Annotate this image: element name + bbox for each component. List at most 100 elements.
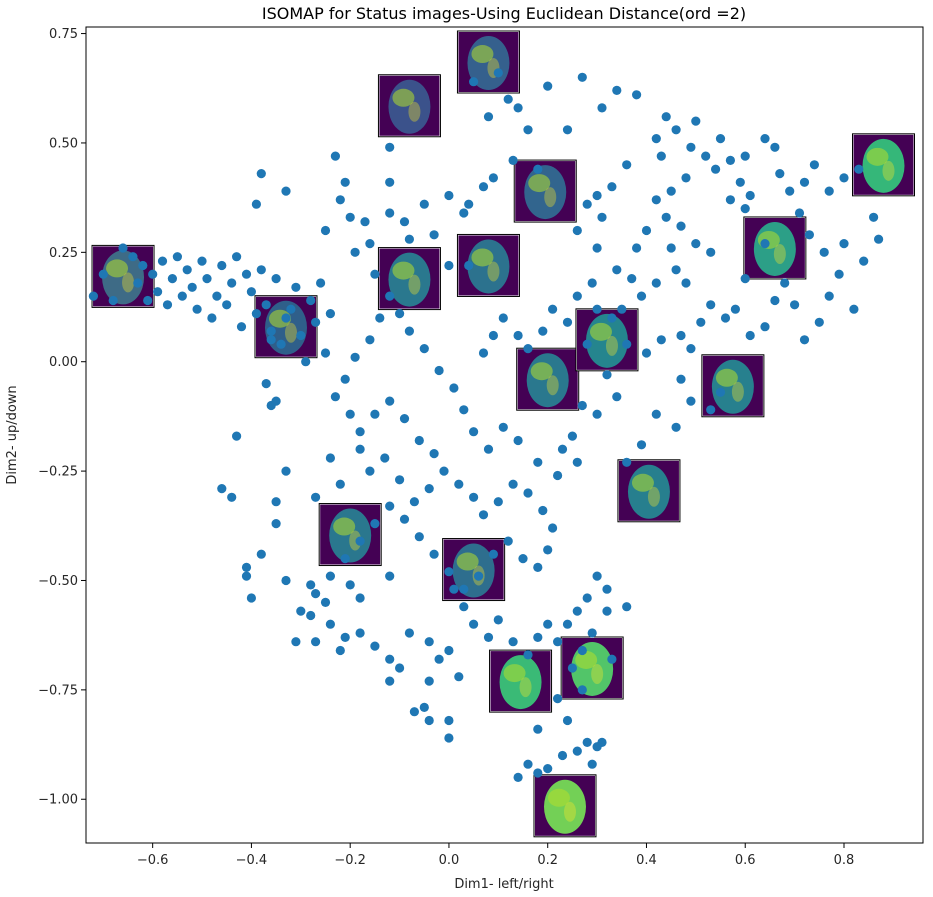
data-point	[419, 199, 429, 209]
data-point	[434, 365, 444, 376]
data-point	[577, 72, 587, 82]
data-point	[661, 212, 671, 222]
data-point	[286, 304, 296, 314]
data-point	[587, 628, 597, 638]
data-point	[261, 379, 271, 389]
data-point	[429, 230, 439, 240]
data-point	[281, 575, 291, 586]
data-point	[577, 685, 587, 695]
data-point	[439, 466, 449, 476]
x-tick-label: 0.2	[537, 853, 558, 868]
face-thumbnail	[743, 216, 807, 280]
data-point	[296, 606, 306, 616]
data-point	[395, 309, 405, 319]
data-point	[306, 610, 316, 621]
data-point	[236, 322, 247, 332]
data-point	[483, 444, 494, 454]
data-point	[533, 562, 543, 573]
data-point	[538, 326, 548, 336]
data-point	[251, 309, 261, 319]
data-point	[518, 554, 528, 564]
data-point	[454, 479, 464, 489]
data-point	[651, 134, 661, 144]
data-point	[266, 326, 276, 336]
data-point	[794, 208, 805, 218]
data-point	[256, 169, 266, 179]
data-point	[819, 247, 829, 257]
data-point	[592, 742, 602, 752]
data-point	[671, 265, 681, 275]
x-tick-label: 0.8	[834, 853, 855, 868]
data-point	[271, 396, 281, 406]
data-point	[513, 330, 523, 341]
data-point	[444, 260, 454, 271]
data-point	[350, 352, 360, 362]
data-point	[572, 225, 582, 236]
x-tick-label: −0.2	[334, 853, 366, 868]
data-point	[187, 282, 197, 292]
data-point	[533, 724, 543, 734]
data-point	[770, 295, 780, 306]
x-tick-label: 0.0	[439, 853, 460, 868]
data-point	[760, 134, 770, 144]
data-point	[632, 243, 642, 253]
data-point	[582, 593, 592, 603]
y-axis-label: Dim2- up/down	[5, 385, 20, 484]
data-point	[370, 519, 380, 529]
data-point	[715, 387, 726, 397]
data-point	[217, 260, 227, 271]
data-point	[335, 195, 345, 205]
data-point	[730, 304, 741, 314]
data-point	[587, 759, 597, 769]
data-point	[612, 85, 622, 95]
data-point	[360, 217, 370, 227]
data-point	[785, 186, 795, 196]
data-point	[696, 317, 706, 327]
data-point	[824, 186, 834, 196]
data-point	[513, 772, 523, 783]
data-point	[839, 239, 849, 249]
data-point	[607, 313, 617, 323]
data-point	[449, 584, 459, 594]
data-point	[553, 637, 563, 647]
data-point	[355, 628, 365, 638]
data-point	[572, 291, 582, 301]
y-tick-label: 0.00	[49, 355, 78, 370]
face-thumbnail	[513, 159, 577, 223]
data-point	[370, 269, 380, 279]
data-point	[256, 265, 266, 275]
data-point	[469, 619, 479, 629]
data-point	[834, 269, 844, 279]
data-point	[424, 637, 434, 647]
data-point	[562, 715, 573, 726]
data-point	[508, 155, 518, 165]
data-point	[488, 330, 498, 341]
data-point	[681, 278, 691, 288]
data-point	[676, 330, 686, 341]
data-point	[459, 405, 469, 415]
y-axis: 0.75 0.50 0.25 0.00 −0.25 −0.50 −0.75 −1.00	[38, 27, 86, 808]
data-point	[592, 304, 602, 314]
data-point	[553, 694, 563, 704]
data-point	[429, 549, 439, 559]
data-point	[395, 663, 405, 673]
data-point	[355, 427, 365, 437]
face-thumbnail	[533, 774, 597, 838]
data-point	[246, 287, 256, 297]
data-point	[523, 650, 533, 660]
data-point	[577, 645, 587, 656]
data-point	[459, 602, 469, 612]
data-point	[385, 291, 395, 301]
data-point	[444, 715, 454, 726]
data-point	[804, 230, 815, 240]
data-point	[276, 339, 286, 349]
x-tick-label: −0.6	[137, 853, 169, 868]
data-point	[246, 593, 256, 603]
data-point	[587, 278, 597, 288]
data-point	[493, 68, 503, 78]
data-point	[567, 663, 578, 673]
y-tick-label: 0.25	[49, 246, 78, 261]
data-point	[676, 374, 686, 384]
face-thumbnail	[456, 30, 520, 94]
data-point	[419, 344, 429, 354]
